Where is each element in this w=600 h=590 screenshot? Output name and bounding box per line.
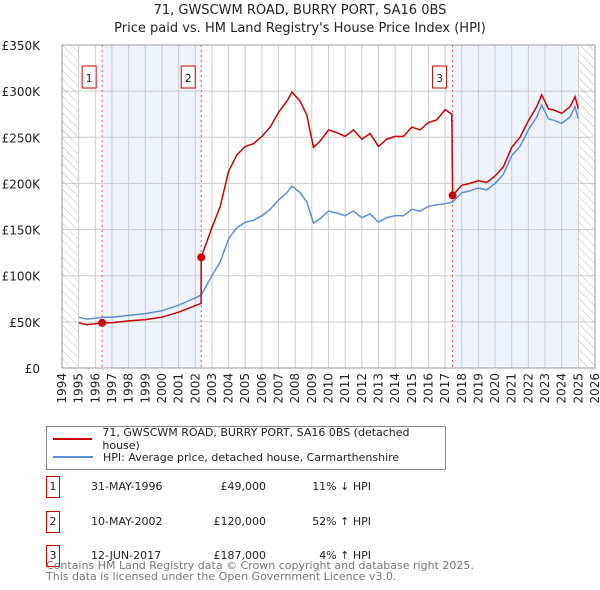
legend-label: HPI: Average price, detached house, Carm… <box>103 450 400 464</box>
hatched-region <box>578 45 595 368</box>
footer: Contains HM Land Registry data © Crown c… <box>46 560 474 582</box>
x-tick-label: 2003 <box>205 373 219 404</box>
sale-label-box <box>432 65 448 89</box>
x-tick-label: 2006 <box>255 373 269 404</box>
legend-label: 71, GWSCWM ROAD, BURRY PORT, SA16 0BS (d… <box>102 426 410 452</box>
legend-swatch-red <box>53 438 93 440</box>
x-tick-label: 2009 <box>305 373 319 404</box>
sale-marker: 1 <box>46 476 60 498</box>
x-tick-label: 2002 <box>188 373 202 404</box>
y-tick-label: £250K <box>2 131 42 145</box>
sale-row: 2 10-MAY-2002 £120,000 52% ↑ HPI <box>46 511 466 535</box>
shaded-band <box>102 45 202 368</box>
x-tick-label: 2020 <box>488 373 502 404</box>
x-tick-label: 1998 <box>122 373 136 404</box>
x-tick-label: 2013 <box>371 373 385 404</box>
y-tick-label: £350K <box>2 39 42 53</box>
sale-point <box>98 318 107 327</box>
x-tick-label: 2016 <box>421 373 435 404</box>
sale-row: 1 31-MAY-1996 £49,000 11% ↓ HPI <box>46 476 466 500</box>
sale-label: 3 <box>436 72 443 85</box>
sale-row: 3 12-JUN-2017 £187,000 4% ↑ HPI <box>46 545 466 569</box>
x-tick-label: 2024 <box>555 373 569 404</box>
x-tick-label: 1999 <box>138 373 152 404</box>
hatched-region <box>62 45 79 368</box>
x-tick-label: 2004 <box>222 373 236 404</box>
x-tick-label: 2019 <box>471 373 485 404</box>
sale-date: 12-JUN-2017 <box>91 549 162 562</box>
x-tick-label: 2014 <box>388 373 402 404</box>
sale-point <box>197 253 206 262</box>
x-tick-label: 2012 <box>355 373 369 404</box>
sale-point <box>448 191 457 200</box>
legend-item-price: 71, GWSCWM ROAD, BURRY PORT, SA16 0BS (d… <box>53 426 445 452</box>
sale-label-box <box>81 65 97 89</box>
x-tick-label: 2005 <box>238 373 252 404</box>
hpi-line <box>78 103 580 320</box>
sale-hpi: 11% ↓ HPI <box>312 480 371 493</box>
shaded-band <box>452 45 579 368</box>
x-tick-label: 2000 <box>155 373 169 404</box>
price-chart: £0 £50K £100K £150K £200K £250K £300K £350K 1994… <box>2 39 600 404</box>
x-tick-label: 2021 <box>505 373 519 404</box>
sale-label-box <box>180 65 196 89</box>
x-tick-label: 2011 <box>338 373 352 404</box>
x-tick-label: 1996 <box>88 373 102 404</box>
plot-border <box>61 44 596 369</box>
x-tick-label: 1995 <box>72 373 86 404</box>
sale-marker: 3 <box>46 545 60 567</box>
y-tick-label: £200K <box>2 177 42 191</box>
x-tick-label: 2023 <box>538 373 552 404</box>
x-tick-label: 2018 <box>455 373 469 404</box>
sale-hpi: 52% ↑ HPI <box>312 515 371 528</box>
y-tick-label: £0 <box>25 362 40 376</box>
sale-price: £187,000 <box>213 549 267 562</box>
x-tick-label: 2007 <box>272 373 286 404</box>
x-tick-label: 2022 <box>521 373 535 404</box>
chart-subtitle: Price paid vs. HM Land Registry's House … <box>114 21 486 36</box>
y-tick-label: £50K <box>9 316 41 330</box>
x-tick-label: 1994 <box>55 373 69 404</box>
x-tick-label: 2001 <box>172 373 186 404</box>
sale-date: 10-MAY-2002 <box>91 515 163 528</box>
legend-swatch-blue <box>53 456 93 458</box>
y-tick-label: £150K <box>2 224 42 238</box>
sale-label: 1 <box>86 72 93 85</box>
x-tick-label: 1997 <box>105 373 119 404</box>
sale-label: 2 <box>185 72 192 85</box>
x-tick-label: 2010 <box>322 373 336 404</box>
footer-line: This data is licensed under the Open Gov… <box>46 570 397 583</box>
sale-date: 31-MAY-1996 <box>91 480 163 493</box>
sale-hpi: 4% ↑ HPI <box>319 549 371 562</box>
legend: 71, GWSCWM ROAD, BURRY PORT, SA16 0BS (d… <box>46 426 446 470</box>
x-tick-label: 2015 <box>405 373 419 404</box>
legend-item-hpi: HPI: Average price, detached house, Carm… <box>53 449 399 465</box>
y-tick-label: £300K <box>2 85 42 99</box>
sale-price: £120,000 <box>213 515 267 528</box>
x-tick-label: 2026 <box>588 373 600 404</box>
y-tick-label: £100K <box>2 270 42 284</box>
chart-title: 71, GWSCWM ROAD, BURRY PORT, SA16 0BS <box>153 3 447 18</box>
x-tick-label: 2008 <box>288 373 302 404</box>
footer-line: Contains HM Land Registry data © Crown c… <box>46 559 474 572</box>
sale-price: £49,000 <box>220 480 267 493</box>
x-tick-label: 2025 <box>571 373 585 404</box>
x-tick-label: 2017 <box>438 373 452 404</box>
price-paid-line <box>78 90 580 326</box>
sale-marker: 2 <box>46 511 60 533</box>
